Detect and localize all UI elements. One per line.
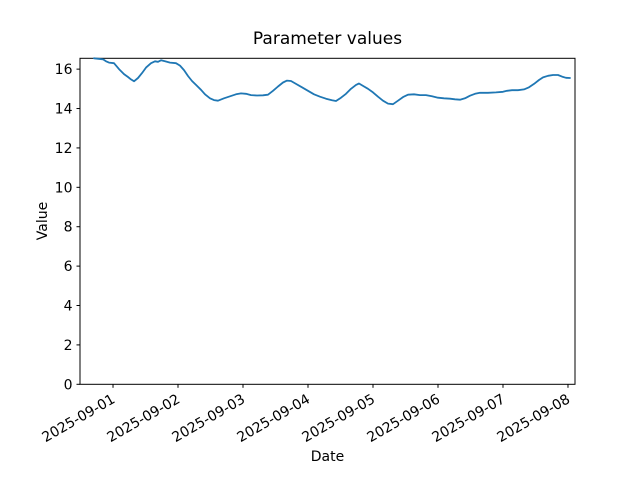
x-tick-label: 2025-09-04	[235, 391, 314, 446]
x-tick-label: 2025-09-07	[430, 391, 508, 446]
x-tick-label: 2025-09-08	[495, 391, 573, 446]
y-tick-label: 12	[55, 141, 73, 157]
y-tick-label: 0	[64, 377, 73, 393]
y-tick-label: 10	[55, 180, 73, 196]
y-tick-label: 8	[64, 220, 73, 236]
x-tick-label: 2025-09-06	[365, 391, 444, 446]
plot-frame	[79, 57, 576, 385]
data-line	[93, 57, 571, 106]
y-tick-label: 16	[55, 62, 73, 78]
x-tick-label: 2025-09-01	[40, 391, 118, 446]
y-tick-label: 14	[55, 102, 73, 118]
chart-title: Parameter values	[252, 29, 403, 49]
x-tick-label: 2025-09-03	[170, 391, 248, 446]
x-tick-label: 2025-09-02	[105, 391, 183, 446]
y-tick-label: 6	[64, 259, 73, 275]
y-tick-label: 2	[64, 338, 73, 354]
x-axis-label: Date	[310, 449, 345, 465]
x-tick-label: 2025-09-05	[300, 391, 378, 446]
y-tick-label: 4	[64, 299, 73, 315]
